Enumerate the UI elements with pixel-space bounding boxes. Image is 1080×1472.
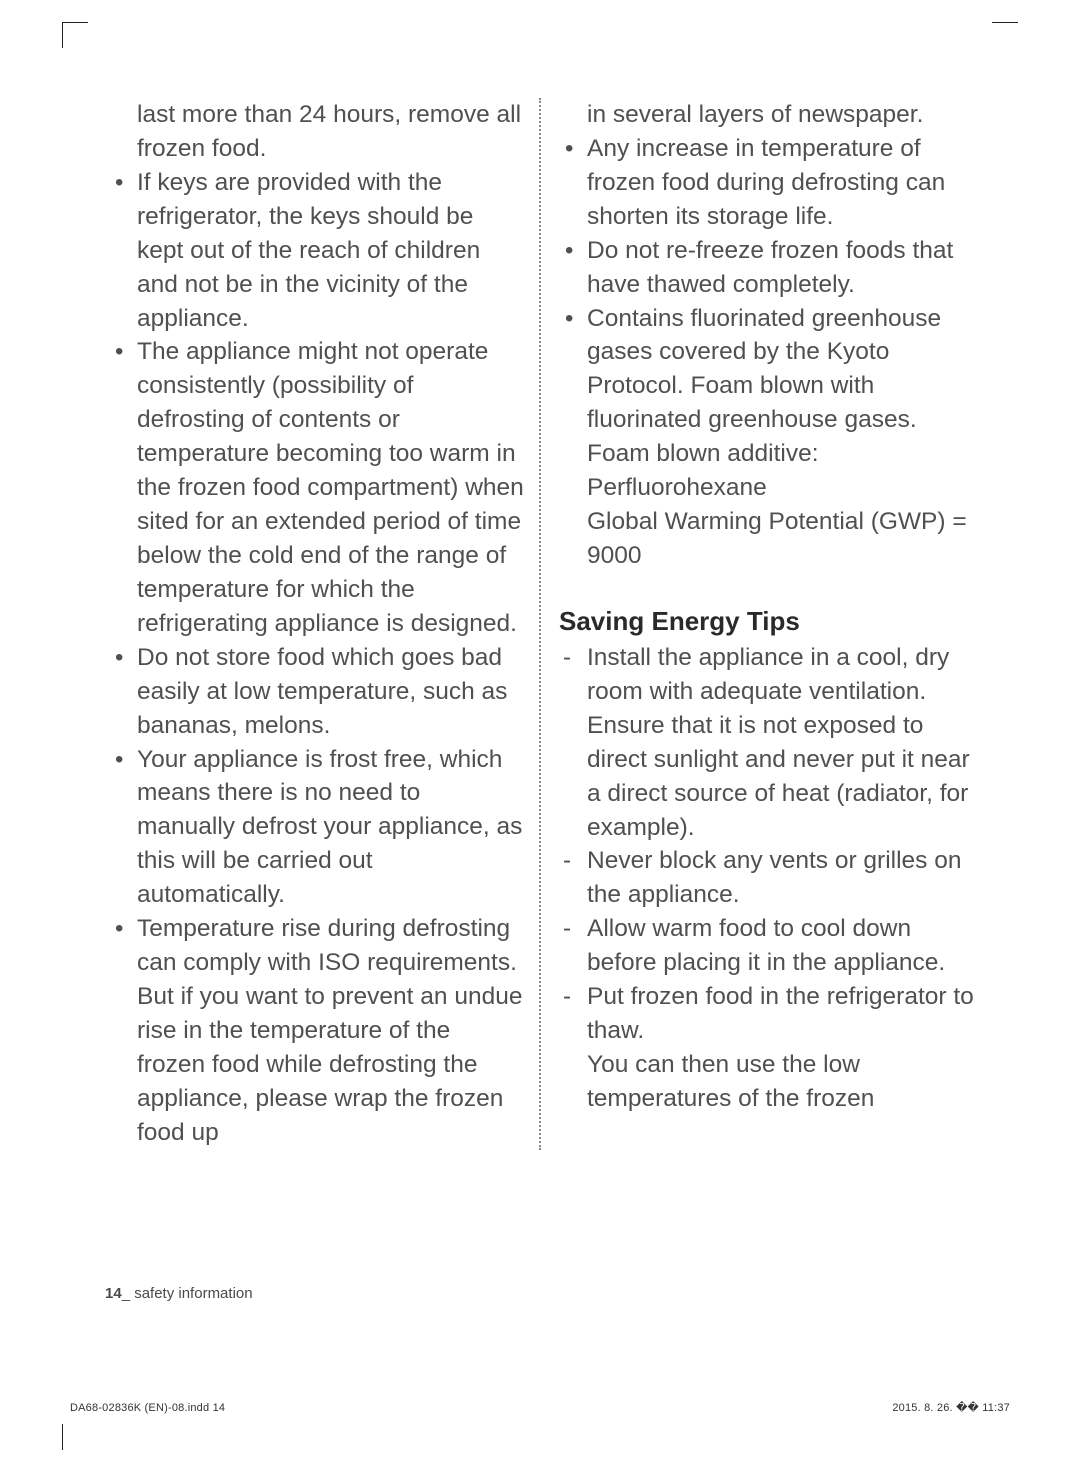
- list-item: Never block any vents or grilles on the …: [587, 844, 975, 912]
- list-item: Your appliance is frost free, which mean…: [137, 743, 525, 913]
- two-column-layout: last more than 24 hours, remove all froz…: [105, 98, 975, 1150]
- crop-mark: [992, 22, 1018, 24]
- section-heading: Saving Energy Tips: [555, 603, 975, 639]
- list-item: Allow warm food to cool down before plac…: [587, 912, 975, 980]
- page-footer: 14_ safety information: [105, 1285, 253, 1302]
- footer-section: _ safety information: [122, 1285, 253, 1302]
- page-number: 14: [105, 1285, 122, 1302]
- continued-text: last more than 24 hours, remove all froz…: [105, 98, 525, 166]
- bullet-list: Any increase in temperature of frozen fo…: [555, 132, 975, 573]
- right-column: in several layers of newspaper. Any incr…: [541, 98, 975, 1150]
- list-item: If keys are provided with the refrigerat…: [137, 166, 525, 336]
- print-job-right: 2015. 8. 26. �� 11:37: [892, 1401, 1010, 1414]
- list-item: Do not re-freeze frozen foods that have …: [587, 234, 975, 302]
- left-column: last more than 24 hours, remove all froz…: [105, 98, 539, 1150]
- dash-list: Install the appliance in a cool, dry roo…: [555, 641, 975, 1116]
- list-item: Any increase in temperature of frozen fo…: [587, 132, 975, 234]
- bullet-list: If keys are provided with the refrigerat…: [105, 166, 525, 1150]
- page-body: last more than 24 hours, remove all froz…: [105, 98, 975, 1150]
- list-item: Contains fluorinated greenhouse gases co…: [587, 302, 975, 573]
- list-item: Temperature rise during defrosting can c…: [137, 912, 525, 1149]
- list-item: Do not store food which goes bad easily …: [137, 641, 525, 743]
- crop-mark: [62, 22, 88, 48]
- list-item: Install the appliance in a cool, dry roo…: [587, 641, 975, 845]
- continued-text: in several layers of newspaper.: [555, 98, 975, 132]
- crop-mark: [62, 1424, 64, 1450]
- print-job-left: DA68-02836K (EN)-08.indd 14: [70, 1402, 225, 1414]
- list-item: Put frozen food in the refrigerator to t…: [587, 980, 975, 1116]
- list-item: The appliance might not operate consiste…: [137, 335, 525, 640]
